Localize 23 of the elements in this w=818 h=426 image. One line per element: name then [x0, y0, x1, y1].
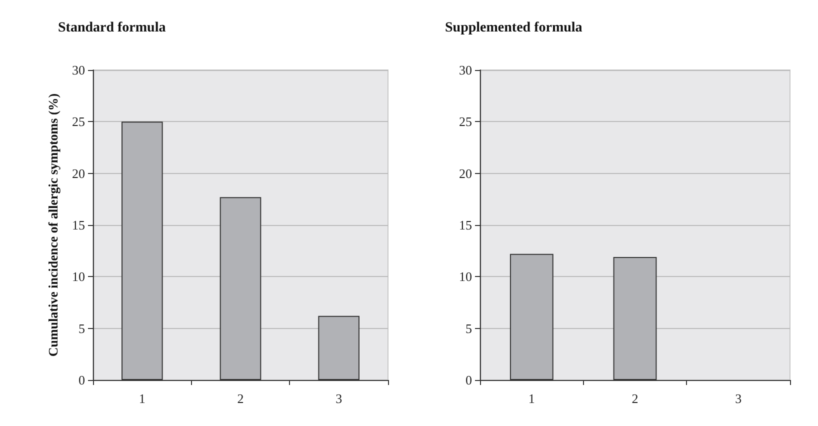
y-tick-label: 5 [466, 320, 472, 336]
y-tick-label: 25 [72, 114, 85, 130]
y-tick-label: 0 [466, 372, 472, 388]
y-tick-label: 15 [72, 218, 85, 232]
x-tick-label: 2 [632, 391, 638, 406]
y-tick-label: 30 [459, 62, 472, 78]
y-tick-label: 10 [72, 269, 85, 284]
y-tick-label: 20 [459, 166, 472, 181]
y-tick-label: 0 [78, 372, 85, 388]
chart-title: Standard formula [58, 20, 166, 36]
y-tick-label: 30 [72, 62, 85, 78]
x-tick-label: 2 [237, 391, 244, 406]
x-tick-label: 3 [336, 391, 342, 406]
x-tick-label: 1 [528, 391, 535, 406]
y-tick-label: 20 [72, 166, 85, 181]
chart-title: Supplemented formula [445, 20, 582, 36]
y-tick-label: 25 [459, 114, 472, 130]
x-tick-label: 1 [138, 391, 146, 406]
y-tick-label: 5 [78, 320, 85, 336]
y-tick-label: 10 [459, 269, 472, 284]
y-tick-label: 15 [459, 218, 472, 232]
y-axis-title: Cumulative incidence of allergic symptoms (%) [46, 93, 61, 357]
x-tick-label: 3 [735, 391, 742, 406]
